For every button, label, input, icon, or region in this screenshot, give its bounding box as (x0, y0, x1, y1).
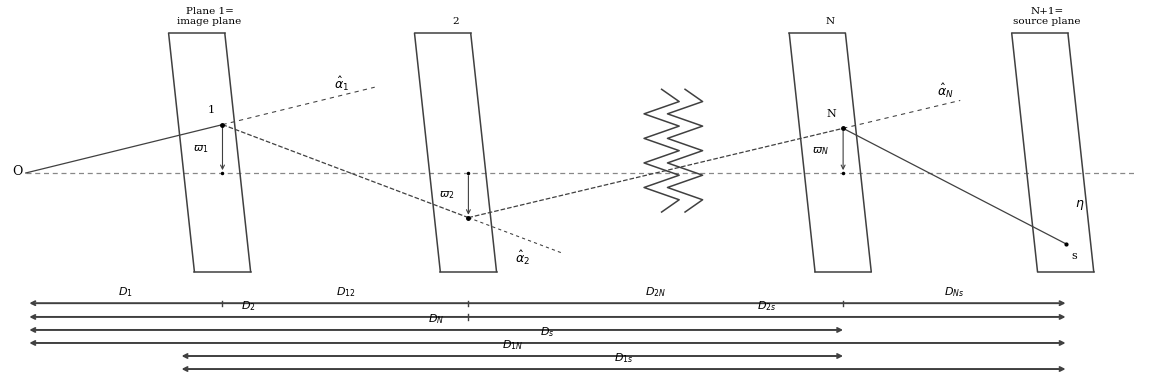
Text: $\varpi_2$: $\varpi_2$ (439, 189, 454, 201)
Text: N+1=
source plane: N+1= source plane (1013, 7, 1081, 26)
Text: $D_{2N}$: $D_{2N}$ (645, 285, 666, 299)
Text: $\hat{\alpha}_2$: $\hat{\alpha}_2$ (515, 249, 530, 267)
Text: s: s (1071, 251, 1077, 261)
Text: $\eta$: $\eta$ (1075, 198, 1084, 212)
Text: N: N (827, 109, 836, 119)
Text: $D_s$: $D_s$ (540, 325, 555, 339)
Text: O: O (12, 165, 22, 177)
Text: $D_N$: $D_N$ (429, 312, 444, 326)
Text: $\hat{\alpha}_N$: $\hat{\alpha}_N$ (937, 82, 953, 100)
Text: Plane 1=
image plane: Plane 1= image plane (178, 7, 241, 26)
Text: $D_{1N}$: $D_{1N}$ (501, 338, 523, 352)
Text: $D_{12}$: $D_{12}$ (336, 285, 355, 299)
Text: 1: 1 (207, 105, 214, 115)
Text: $D_{Ns}$: $D_{Ns}$ (944, 285, 965, 299)
Text: $\varpi_N$: $\varpi_N$ (813, 145, 829, 157)
Text: N: N (826, 17, 835, 26)
Text: $D_{1s}$: $D_{1s}$ (614, 351, 634, 365)
Text: $\hat{\alpha}_1$: $\hat{\alpha}_1$ (334, 75, 349, 93)
Text: $D_{2s}$: $D_{2s}$ (758, 299, 776, 313)
Text: $D_2$: $D_2$ (241, 299, 256, 313)
Text: $D_1$: $D_1$ (118, 285, 133, 299)
Text: 2: 2 (452, 17, 459, 26)
Text: $\varpi_1$: $\varpi_1$ (193, 143, 208, 155)
